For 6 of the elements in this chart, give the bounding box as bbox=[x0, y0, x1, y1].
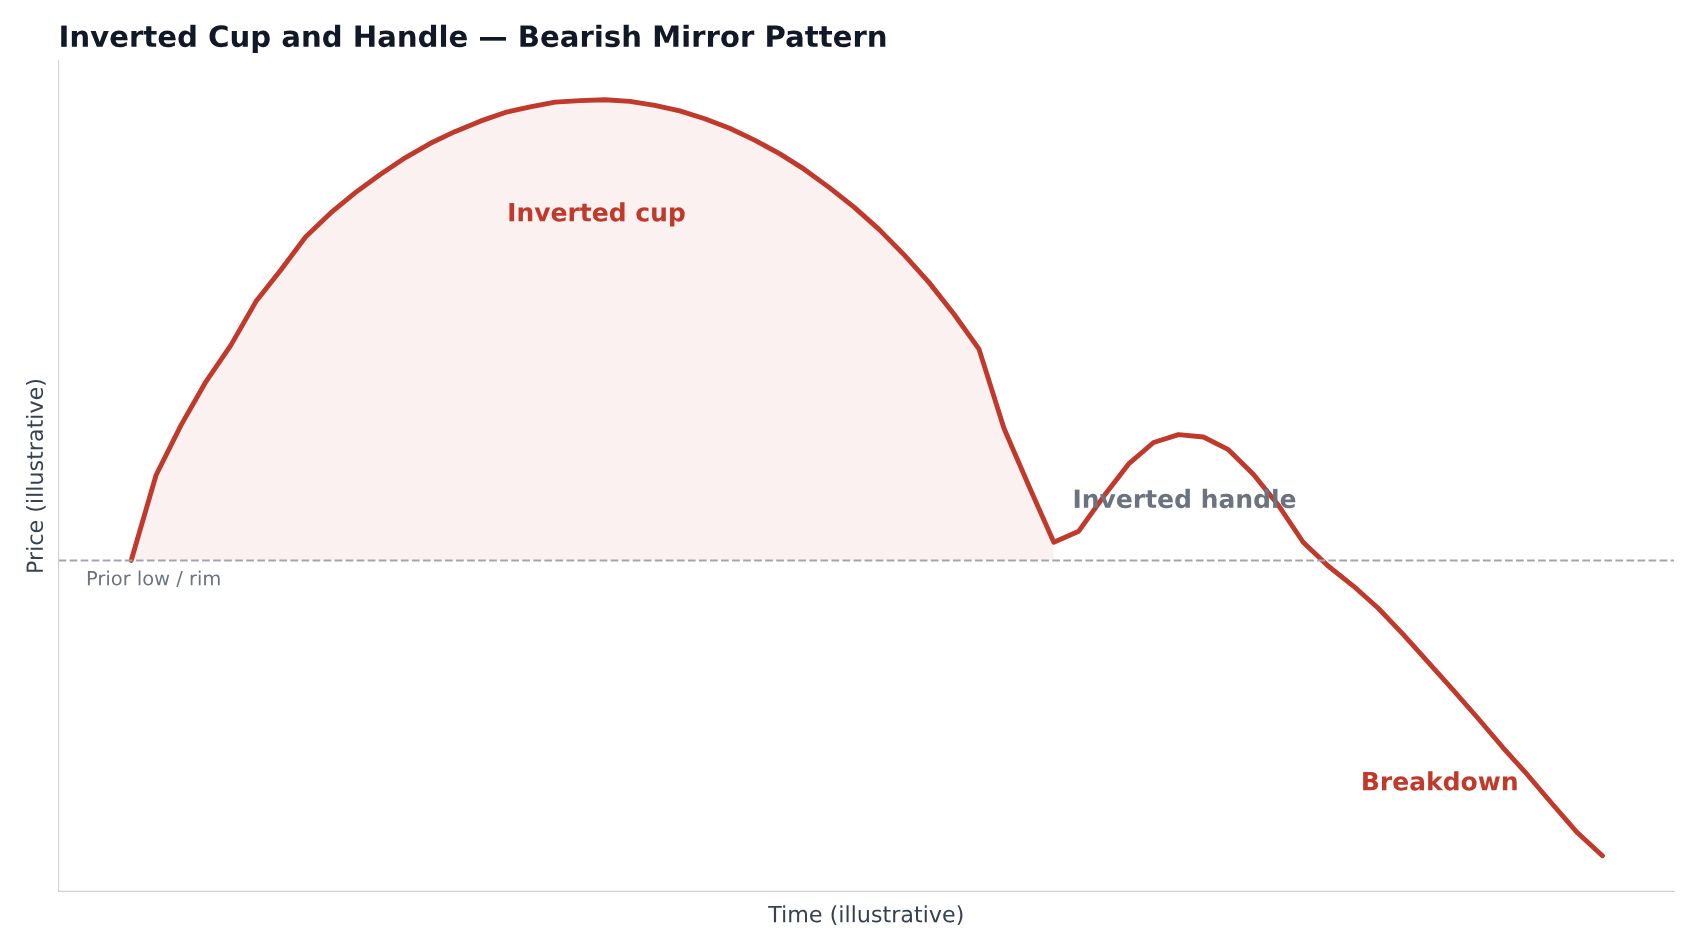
y-axis-title: Price (illustrative) bbox=[25, 379, 46, 572]
annotation: Breakdown bbox=[1363, 771, 1517, 791]
x-axis-title: Time (illustrative) bbox=[768, 905, 963, 926]
annotation: Inverted cup bbox=[509, 202, 685, 227]
chart-title: Inverted Cup and Handle — Bearish Mirror Pattern bbox=[61, 24, 886, 53]
ref-line-label: Prior low / rim bbox=[87, 570, 220, 588]
